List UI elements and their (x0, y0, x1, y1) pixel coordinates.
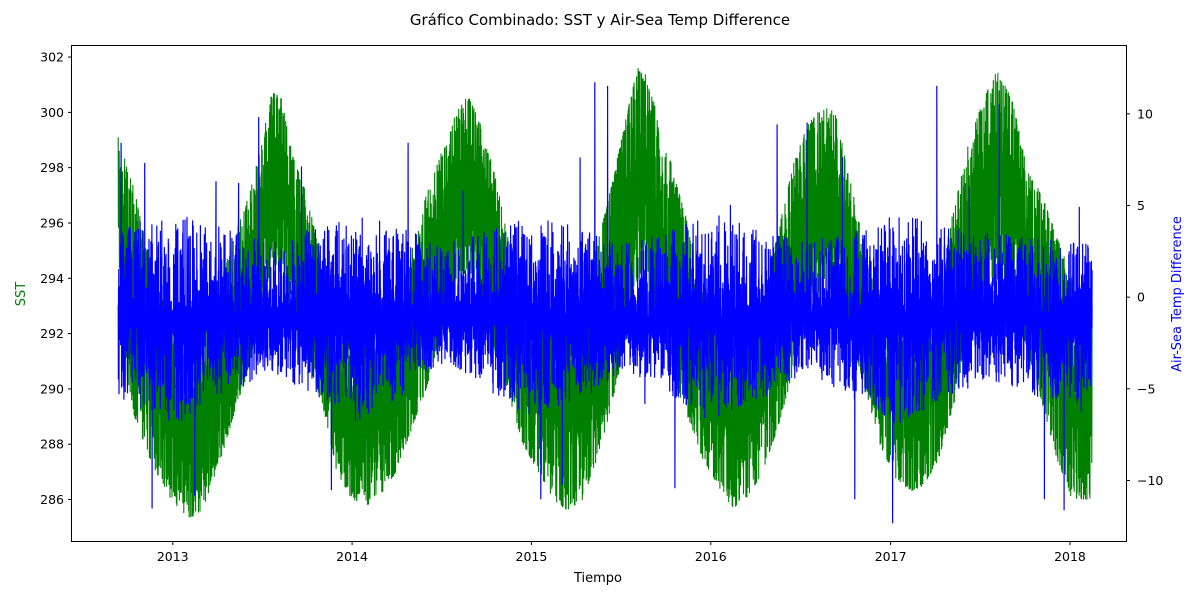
y-left-tick-label: 290 (40, 381, 64, 396)
y-right-tick-label: −10 (1137, 473, 1163, 488)
x-tick-label: 2015 (516, 549, 548, 564)
y-left-tick-label: 286 (40, 492, 64, 507)
x-axis-label: Tiempo (573, 571, 622, 586)
y-right-tick-label: 10 (1137, 106, 1153, 121)
y-left-tick-label: 302 (40, 50, 64, 65)
y-right-tick-label: −5 (1137, 381, 1155, 396)
axes-frame (71, 45, 1127, 542)
x-tick-label: 2013 (157, 549, 189, 564)
air-sea-diff-series-line (117, 82, 1093, 524)
y-left-tick-label: 300 (40, 105, 64, 120)
plot-area (117, 67, 1093, 524)
chart-title: Gráfico Combinado: SST y Air-Sea Temp Di… (410, 11, 790, 29)
x-tick-label: 2014 (336, 549, 368, 564)
y-left-tick-label: 288 (40, 437, 64, 452)
axes-ticks: 2013 2014 2015 2016 2017 2018 286 288 290 292 294 2… (40, 50, 1163, 564)
y-right-tick-label: 5 (1137, 198, 1145, 213)
y-axis-label-left: SST (14, 282, 29, 307)
x-tick-label: 2018 (1054, 549, 1086, 564)
y-left-tick-label: 298 (40, 160, 64, 175)
y-left-tick-label: 296 (40, 215, 64, 230)
x-tick-label: 2016 (695, 549, 727, 564)
y-left-tick-label: 294 (40, 271, 64, 286)
y-right-tick-label: 0 (1137, 290, 1145, 305)
y-axis-label-right: Air-Sea Temp Difference (1170, 216, 1185, 372)
y-left-tick-label: 292 (40, 326, 64, 341)
x-tick-label: 2017 (875, 549, 907, 564)
